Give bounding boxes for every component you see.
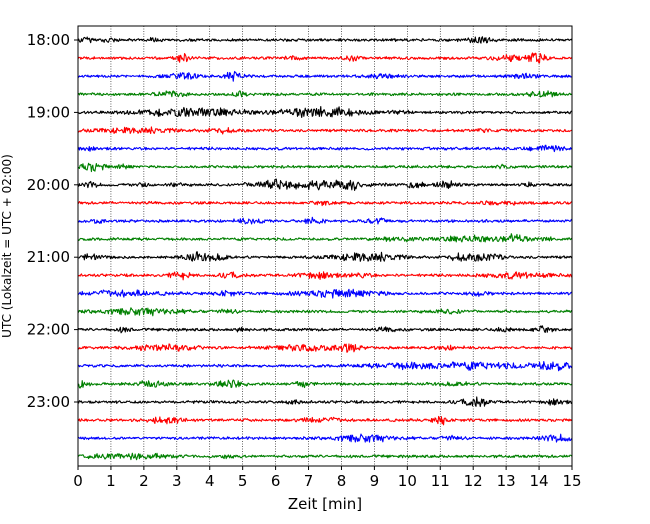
trace-2100 [77, 251, 573, 262]
x-axis: 0 1 2 3 4 5 6 7 8 9 10 11 12 13 14 15 [73, 466, 582, 490]
trace-2130 [77, 288, 573, 299]
trace-1845 [77, 90, 573, 98]
y-axis: 18:00 19:00 20:00 21:00 22:00 23:00 [27, 31, 78, 411]
y-axis-label: UTC (Lokalzeit = UTC + 02:00) [0, 154, 14, 338]
trace-1930 [77, 144, 573, 153]
x-tick-label: 0 [73, 472, 83, 490]
trace-2015 [77, 200, 573, 207]
trace-2330 [77, 433, 573, 443]
plot-frame [77, 25, 573, 467]
trace-2200 [77, 325, 573, 334]
x-axis-label: Zeit [min] [288, 495, 362, 513]
trace-2000 [77, 178, 573, 191]
x-tick-label: 9 [370, 472, 380, 490]
x-tick-label: 13 [497, 472, 516, 490]
trace-2030 [77, 216, 573, 225]
trace-2215 [77, 343, 573, 353]
x-tick-label: 2 [139, 472, 149, 490]
seismogram-traces [77, 36, 573, 461]
trace-2230 [77, 361, 573, 372]
x-tick-label: 3 [172, 472, 182, 490]
x-tick-label: 10 [398, 472, 417, 490]
trace-2300 [77, 396, 573, 408]
x-tick-label: 4 [205, 472, 215, 490]
trace-1830 [77, 70, 573, 82]
trace-2045 [77, 233, 573, 243]
trace-1915 [77, 126, 573, 135]
trace-2245 [77, 379, 573, 389]
x-tick-label: 6 [271, 472, 281, 490]
x-tick-label: 15 [562, 472, 581, 490]
y-tick-label: 23:00 [27, 393, 70, 411]
y-tick-label: 20:00 [27, 176, 70, 194]
x-tick-label: 5 [238, 472, 248, 490]
x-tick-label: 12 [464, 472, 483, 490]
x-tick-label: 11 [431, 472, 450, 490]
y-tick-label: 22:00 [27, 321, 70, 339]
x-tick-label: 8 [337, 472, 347, 490]
trace-2145 [77, 307, 573, 317]
trace-1900 [77, 106, 573, 118]
trace-1800 [77, 36, 573, 44]
trace-2315 [77, 415, 573, 426]
y-tick-label: 18:00 [27, 31, 70, 49]
grid-lines [110, 26, 540, 466]
y-tick-label: 19:00 [27, 103, 70, 121]
x-tick-label: 14 [530, 472, 549, 490]
trace-2345 [77, 452, 573, 461]
x-tick-label: 7 [304, 472, 314, 490]
y-tick-label: 21:00 [27, 248, 70, 266]
trace-1815 [77, 52, 573, 64]
trace-1945 [77, 162, 573, 173]
x-tick-label: 1 [106, 472, 116, 490]
trace-2115 [77, 271, 573, 281]
